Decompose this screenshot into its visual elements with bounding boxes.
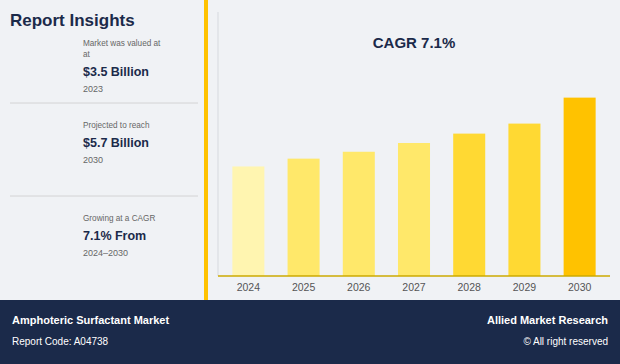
x-tick-label: 2027 — [402, 281, 426, 293]
footer-right-sub: © All right reserved — [523, 336, 608, 347]
bar — [398, 143, 430, 276]
footer-left-sub: Report Code: A04738 — [12, 336, 109, 347]
stat-label: Projected to reach — [83, 121, 150, 130]
bars — [232, 98, 595, 276]
bar — [508, 124, 540, 276]
divider — [10, 103, 198, 104]
stat-label: Growing at a CAGR — [83, 214, 155, 223]
stat-year: 2030 — [83, 155, 103, 165]
bar — [453, 134, 485, 276]
infographic: Report Insights Market was valued atat $3.… — [0, 0, 620, 364]
x-tick-label: 2025 — [292, 281, 316, 293]
x-tick-label: 2029 — [513, 281, 537, 293]
stat-value: 7.1% From — [83, 229, 146, 243]
stat-year: 2024–2030 — [83, 248, 128, 258]
x-tick-label: 2028 — [458, 281, 482, 293]
bar — [564, 98, 596, 276]
x-tick-label: 2024 — [237, 281, 261, 293]
divider — [10, 196, 198, 197]
accent-stripe — [204, 0, 208, 300]
bar — [343, 152, 375, 276]
stat-value: $3.5 Billion — [83, 65, 149, 79]
stat-year: 2023 — [83, 84, 103, 94]
cagr-label: CAGR 7.1% — [373, 34, 456, 51]
footer-right-bold: Allied Market Research — [487, 314, 608, 326]
footer — [0, 300, 620, 364]
x-tick-label: 2026 — [347, 281, 371, 293]
y-axis-line — [218, 12, 219, 276]
x-axis-line — [218, 275, 610, 277]
stat-label: Market was valued atat — [83, 39, 161, 59]
stat-value: $5.7 Billion — [83, 136, 149, 150]
background — [0, 0, 620, 364]
footer-left-bold: Amphoteric Surfactant Market — [12, 314, 169, 326]
bar — [288, 159, 320, 276]
x-tick-label: 2030 — [568, 281, 592, 293]
title: Report Insights — [10, 11, 135, 30]
bar — [232, 166, 264, 276]
